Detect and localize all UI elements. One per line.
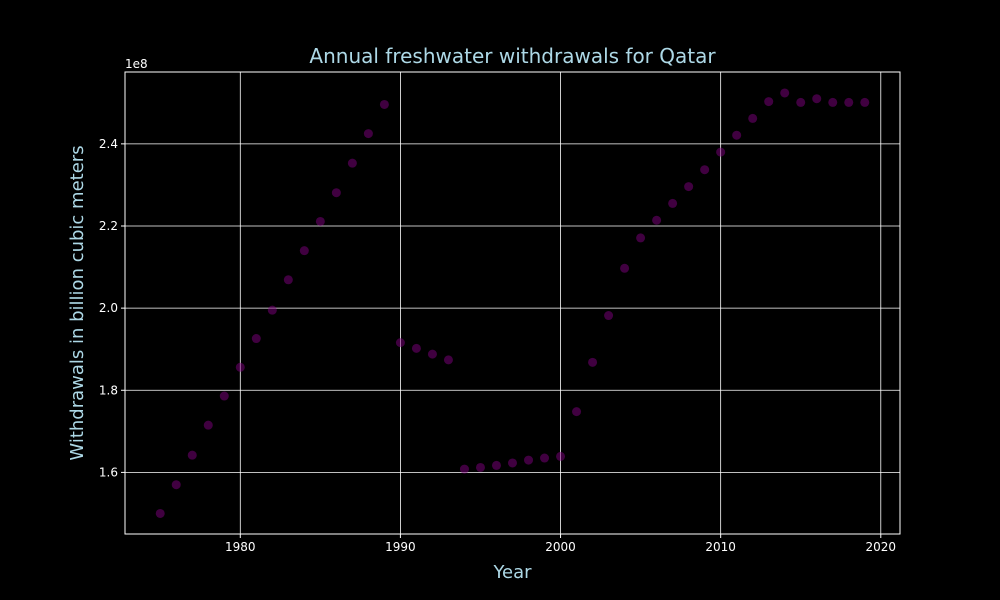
x-tick-label: 2020 <box>866 540 897 554</box>
data-point <box>443 355 453 365</box>
y-tick-label: 2.2 <box>99 219 118 233</box>
data-point <box>652 215 662 225</box>
data-point <box>267 305 277 315</box>
y-tick-label: 2.4 <box>99 137 118 151</box>
data-point <box>331 188 341 198</box>
data-point <box>187 450 197 460</box>
data-point <box>668 198 678 208</box>
data-point <box>411 343 421 353</box>
data-point <box>235 362 245 372</box>
data-point <box>812 94 822 104</box>
ticks: 1980 1990 2000 2010 2020 1.6 1.8 2.0 2.2 2.4 <box>99 137 896 554</box>
data-point <box>475 462 485 472</box>
chart-title: Annual freshwater withdrawals for Qatar <box>309 44 716 68</box>
data-point <box>860 97 870 107</box>
x-tick-label: 1980 <box>225 540 256 554</box>
data-point <box>572 407 582 417</box>
data-point <box>796 97 806 107</box>
data-point <box>363 129 373 139</box>
data-point <box>283 275 293 285</box>
data-point <box>780 88 790 98</box>
x-tick-label: 1990 <box>385 540 416 554</box>
data-point <box>604 311 614 321</box>
data-point <box>315 216 325 226</box>
data-point <box>636 233 646 243</box>
data-point <box>844 97 854 107</box>
grid <box>125 72 900 534</box>
x-tick-label: 2000 <box>545 540 576 554</box>
data-point <box>716 147 726 157</box>
data-point <box>524 455 534 465</box>
data-point <box>588 357 598 367</box>
data-point <box>299 246 309 256</box>
data-point <box>251 334 261 344</box>
data-point <box>556 451 566 461</box>
data-point <box>219 391 229 401</box>
data-point <box>508 458 517 468</box>
data-points <box>155 88 870 518</box>
data-point <box>828 97 838 107</box>
y-tick-label: 1.6 <box>99 465 118 479</box>
data-point <box>395 338 405 348</box>
data-point <box>684 182 694 192</box>
data-point <box>700 165 710 175</box>
data-point <box>732 130 742 140</box>
data-point <box>155 508 165 518</box>
data-point <box>540 453 550 463</box>
data-point <box>379 99 389 109</box>
y-tick-label: 2.0 <box>99 301 118 315</box>
data-point <box>459 464 469 474</box>
y-tick-label: 1.8 <box>99 383 118 397</box>
data-point <box>203 420 213 430</box>
plot-frame <box>124 71 901 535</box>
data-point <box>347 158 357 168</box>
data-point <box>764 97 774 107</box>
y-axis-offset-label: 1e8 <box>125 57 148 71</box>
y-axis-label: Withdrawals in billion cubic meters <box>67 145 88 460</box>
data-point <box>171 480 181 490</box>
data-point <box>620 263 630 273</box>
data-point <box>491 460 501 470</box>
data-point <box>427 349 437 359</box>
data-point <box>748 113 758 123</box>
x-axis-label: Year <box>492 562 532 583</box>
x-tick-label: 2010 <box>705 540 736 554</box>
